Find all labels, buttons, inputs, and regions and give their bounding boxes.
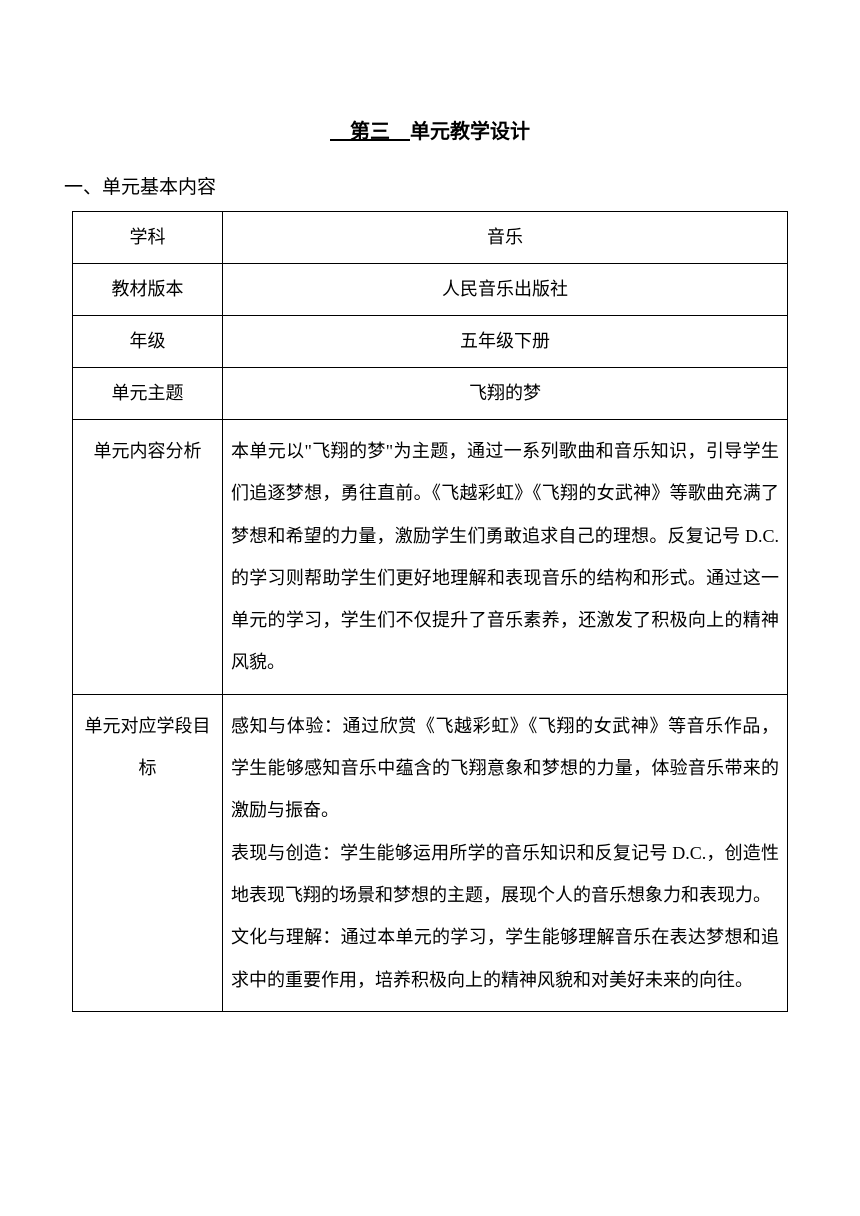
table-row: 单元主题 飞翔的梦: [73, 368, 788, 420]
goals-paragraph-3: 文化与理解：通过本单元的学习，学生能够理解音乐在表达梦想和追求中的重要作用，培养…: [231, 916, 779, 1001]
grade-label: 年级: [73, 316, 223, 368]
unit-theme-value: 飞翔的梦: [223, 368, 788, 420]
unit-theme-label: 单元主题: [73, 368, 223, 420]
subject-label: 学科: [73, 212, 223, 264]
section-heading: 一、单元基本内容: [64, 172, 788, 199]
title-prefix: 第三: [330, 121, 410, 143]
lesson-basic-info-table: 学科 音乐 教材版本 人民音乐出版社 年级 五年级下册 单元主题 飞翔的梦 单元…: [72, 211, 788, 1012]
textbook-version-value: 人民音乐出版社: [223, 264, 788, 316]
goals-paragraph-2: 表现与创造：学生能够运用所学的音乐知识和反复记号 D.C.，创造性地表现飞翔的场…: [231, 832, 779, 917]
table-row: 学科 音乐: [73, 212, 788, 264]
unit-content-analysis-label: 单元内容分析: [73, 420, 223, 695]
subject-value: 音乐: [223, 212, 788, 264]
unit-content-analysis-value: 本单元以"飞翔的梦"为主题，通过一系列歌曲和音乐知识，引导学生们追逐梦想，勇往直…: [223, 420, 788, 695]
table-row: 单元对应学段目标 感知与体验：通过欣赏《飞越彩虹》《飞翔的女武神》等音乐作品，学…: [73, 694, 788, 1011]
unit-stage-goals-value: 感知与体验：通过欣赏《飞越彩虹》《飞翔的女武神》等音乐作品，学生能够感知音乐中蕴…: [223, 694, 788, 1011]
unit-stage-goals-label: 单元对应学段目标: [73, 694, 223, 1011]
table-row: 年级 五年级下册: [73, 316, 788, 368]
content-paragraph: 本单元以"飞翔的梦"为主题，通过一系列歌曲和音乐知识，引导学生们追逐梦想，勇往直…: [231, 430, 779, 684]
page-title: 第三 单元教学设计: [72, 115, 788, 144]
goals-paragraph-1: 感知与体验：通过欣赏《飞越彩虹》《飞翔的女武神》等音乐作品，学生能够感知音乐中蕴…: [231, 705, 779, 832]
textbook-version-label: 教材版本: [73, 264, 223, 316]
table-row: 教材版本 人民音乐出版社: [73, 264, 788, 316]
table-row: 单元内容分析 本单元以"飞翔的梦"为主题，通过一系列歌曲和音乐知识，引导学生们追…: [73, 420, 788, 695]
grade-value: 五年级下册: [223, 316, 788, 368]
title-main: 单元教学设计: [410, 121, 530, 143]
